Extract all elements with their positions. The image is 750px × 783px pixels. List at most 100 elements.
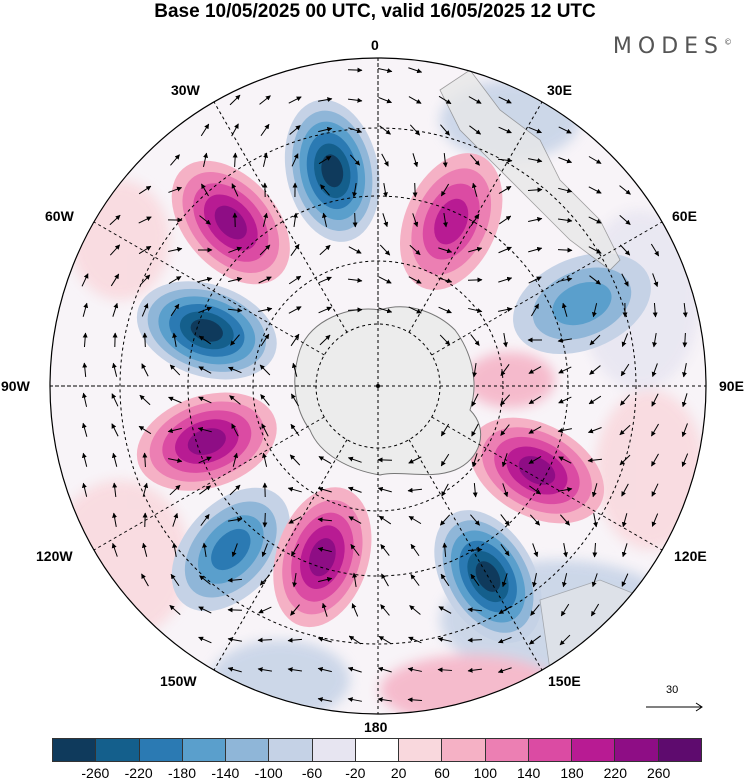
- wind-vector: [468, 96, 482, 104]
- wind-vector: [442, 152, 448, 168]
- wind-vector: [681, 393, 688, 408]
- wind-vector: [438, 277, 453, 284]
- wind-vector: [318, 97, 333, 103]
- wind-vector: [288, 516, 302, 524]
- legend-color-cell: [657, 739, 701, 761]
- legend-tick: 180: [560, 765, 584, 781]
- wind-vector: [377, 666, 392, 673]
- wind-vector: [652, 273, 659, 288]
- wind-vector: [472, 482, 478, 498]
- wind-vector: [322, 212, 328, 227]
- wind-vector: [138, 425, 152, 435]
- wind-vector: [138, 185, 152, 195]
- wind-vector: [410, 573, 420, 586]
- wind-vector: [440, 124, 450, 136]
- label-90w: 90W: [1, 378, 30, 394]
- legend-tick: 20: [390, 765, 407, 781]
- anomaly-contour: [321, 154, 344, 188]
- meridian-lines: [50, 58, 706, 714]
- wind-vector: [112, 302, 119, 317]
- wind-vector: [382, 183, 388, 198]
- wind-vector: [528, 126, 542, 134]
- wind-vector: [227, 307, 243, 313]
- wind-vector: [467, 637, 483, 643]
- wind-vector: [501, 573, 508, 588]
- legend-tick: 60: [434, 765, 450, 781]
- wind-vector: [438, 306, 452, 314]
- wind-vector: [497, 667, 512, 674]
- label-120w: 120W: [36, 548, 73, 564]
- meridian-line: [213, 101, 348, 333]
- wind-vector: [260, 394, 270, 406]
- wind-vector: [528, 395, 542, 405]
- wind-vector: [232, 452, 239, 467]
- positive-anomaly-center: [469, 417, 605, 524]
- wind-vector: [380, 604, 390, 616]
- wind-vector: [408, 515, 422, 525]
- wind-vector: [351, 603, 359, 617]
- wind-vector: [317, 666, 332, 673]
- wind-vector: [111, 362, 118, 377]
- wind-vector: [257, 667, 272, 673]
- wind-vector: [532, 573, 537, 588]
- wind-vector: [141, 303, 149, 317]
- map-border: [49, 57, 707, 715]
- reference-vector-label: 30: [666, 684, 679, 696]
- wind-vector: [138, 245, 152, 255]
- wind-vector: [259, 574, 271, 586]
- wind-vector: [529, 485, 542, 495]
- wind-vector: [199, 215, 211, 225]
- map-title: Base 10/05/2025 00 UTC, valid 16/05/2025…: [154, 1, 596, 22]
- legend-color-cell: [614, 739, 658, 761]
- wind-vector: [377, 486, 392, 493]
- wind-vector: [587, 457, 603, 463]
- wind-vector: [468, 307, 483, 313]
- anomaly-contour: [518, 456, 556, 485]
- wind-vector: [620, 363, 630, 377]
- wind-vector: [348, 246, 362, 254]
- wind-vector: [199, 575, 211, 585]
- wind-vector: [197, 426, 212, 433]
- wind-vector: [469, 125, 481, 135]
- wind-vector: [168, 276, 182, 284]
- wind-vector: [560, 603, 570, 617]
- wind-vector: [502, 483, 509, 498]
- anomaly-contour: [211, 528, 251, 571]
- wind-vector: [347, 97, 363, 103]
- wind-vector: [592, 542, 598, 558]
- anomaly-contour: [434, 198, 469, 245]
- wind-vector: [651, 483, 659, 497]
- wind-vector: [202, 152, 208, 167]
- wind-vector: [498, 276, 513, 283]
- wind-vector: [347, 277, 363, 283]
- wind-vector: [563, 543, 568, 558]
- wind-vector: [260, 333, 270, 347]
- wind-vector: [142, 482, 149, 497]
- wind-vector: [111, 423, 119, 437]
- wind-vector: [262, 452, 268, 467]
- wind-vector: [109, 214, 121, 226]
- legend-tick: -60: [301, 765, 323, 781]
- wind-vector: [82, 302, 89, 317]
- wind-vector: [619, 215, 631, 225]
- negative-anomaly-center: [284, 99, 380, 242]
- anomaly-contour: [190, 319, 223, 342]
- negative-anomaly-center: [513, 253, 651, 355]
- antarctica-landmass: [294, 306, 482, 476]
- legend-color-cell: [181, 739, 226, 761]
- wind-vector: [258, 606, 272, 614]
- wind-vector: [557, 337, 572, 343]
- wind-vector: [558, 366, 572, 374]
- positive-anomaly-center: [399, 153, 503, 290]
- wind-vector: [438, 247, 453, 254]
- wind-vector: [317, 517, 333, 523]
- wind-vector: [409, 605, 421, 615]
- wind-vector: [170, 303, 180, 317]
- wind-vector: [290, 423, 300, 436]
- wind-vector: [440, 183, 450, 197]
- legend-tick: -180: [167, 765, 197, 781]
- wind-vector: [287, 486, 302, 493]
- wind-vector: [437, 637, 452, 643]
- wind-vector: [498, 636, 512, 644]
- wind-vector: [378, 635, 392, 645]
